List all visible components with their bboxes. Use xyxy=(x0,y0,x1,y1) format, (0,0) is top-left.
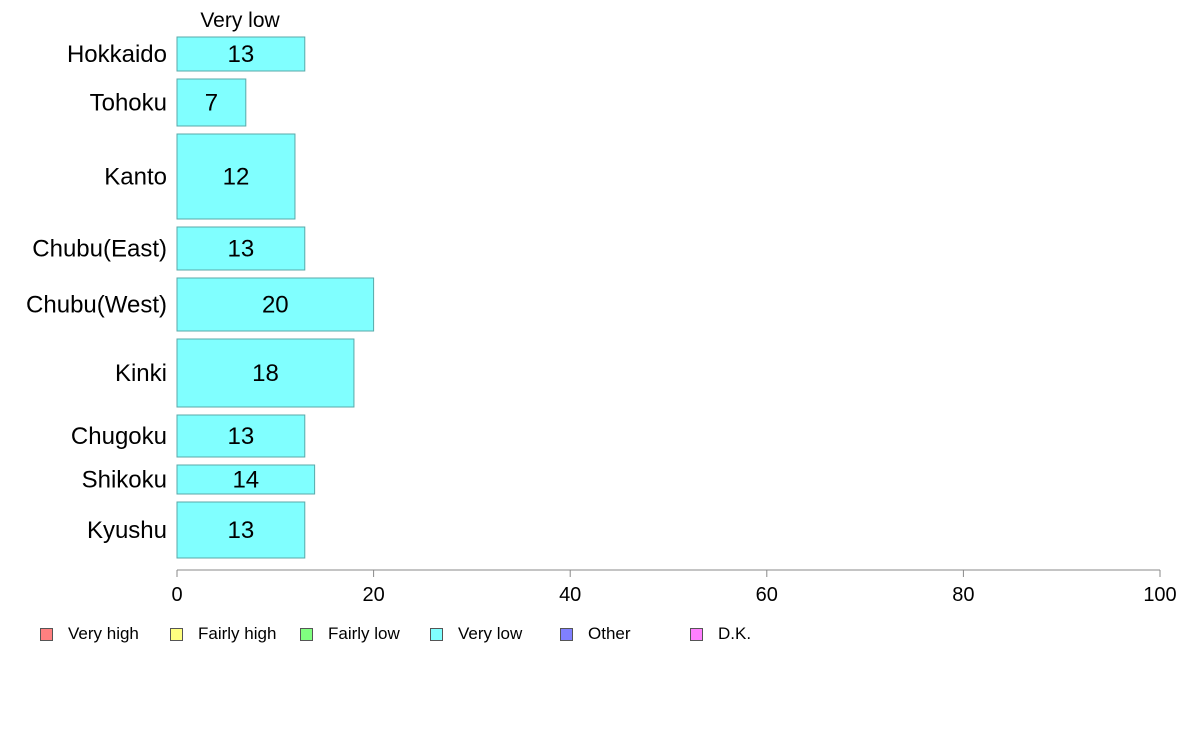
legend-label: Very low xyxy=(458,624,523,643)
data-label: 7 xyxy=(205,90,218,117)
x-tick-label: 0 xyxy=(171,584,182,606)
legend-swatch xyxy=(40,627,53,641)
bar xyxy=(176,501,306,559)
bar xyxy=(176,226,306,271)
bar xyxy=(176,133,296,220)
bar xyxy=(176,36,306,72)
bar xyxy=(176,414,306,458)
legend-swatch xyxy=(300,627,313,641)
bar xyxy=(176,464,316,495)
category-label: Shikoku xyxy=(82,467,167,494)
legend-item: Very high xyxy=(40,624,139,644)
legend-label: Fairly high xyxy=(198,624,277,643)
data-label: 20 xyxy=(262,292,289,319)
legend-item: Fairly low xyxy=(300,624,400,644)
category-label: Chugoku xyxy=(71,423,167,450)
data-label: 12 xyxy=(223,164,250,191)
category-label: Hokkaido xyxy=(67,41,167,68)
data-label: 13 xyxy=(228,423,255,450)
legend-label: D.K. xyxy=(718,624,752,643)
legend-swatch xyxy=(560,627,573,641)
bar xyxy=(176,338,355,408)
bars-group: Hokkaido 13 Tohoku 7 Kanto 12 Chubu(East) 13 Chu… xyxy=(26,36,375,559)
bar xyxy=(176,277,375,332)
legend-item: Other xyxy=(560,624,631,644)
x-tick-label: 80 xyxy=(952,584,974,606)
category-label: Kanto xyxy=(104,164,167,191)
x-tick-label: 20 xyxy=(362,584,384,606)
data-label: 18 xyxy=(252,360,279,387)
x-tick-label: 40 xyxy=(559,584,581,606)
legend-label: Fairly low xyxy=(328,624,400,643)
legend-label: Very high xyxy=(68,624,139,643)
legend-swatch xyxy=(430,627,443,641)
legend-item: Fairly high xyxy=(170,624,276,644)
x-tick-label: 100 xyxy=(1143,584,1176,606)
x-axis: 0 20 40 60 80 100 xyxy=(171,569,1177,606)
column-header: Very low xyxy=(200,9,280,32)
legend-swatch xyxy=(170,627,183,641)
legend-label: Other xyxy=(588,624,631,643)
data-label: 13 xyxy=(228,517,255,544)
category-label: Kinki xyxy=(115,360,167,387)
bar xyxy=(176,78,247,127)
category-label: Kyushu xyxy=(87,517,167,544)
data-label: 13 xyxy=(228,41,255,68)
category-label: Tohoku xyxy=(90,90,167,117)
legend-item: Very low xyxy=(430,624,522,644)
x-tick-label: 60 xyxy=(756,584,778,606)
data-label: 13 xyxy=(228,236,255,263)
legend-swatch xyxy=(690,627,703,641)
category-label: Chubu(West) xyxy=(26,292,167,319)
legend-item: D.K. xyxy=(690,624,751,644)
data-label: 14 xyxy=(232,467,259,494)
category-label: Chubu(East) xyxy=(32,236,167,263)
